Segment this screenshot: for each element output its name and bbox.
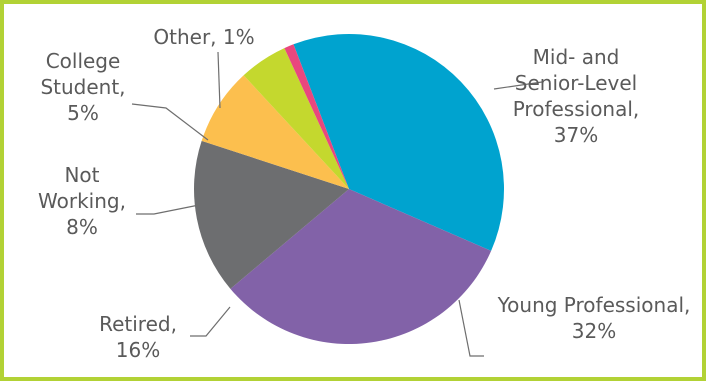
slice-label-retired: Retired, 16%: [99, 312, 177, 362]
slice-label-line: Senior-Level: [515, 71, 637, 95]
slice-label-line: Student,: [40, 75, 125, 99]
pie-slice-retired: [193, 140, 349, 289]
pie-slice-young-pro: [230, 189, 492, 345]
slice-label-line: 8%: [66, 215, 98, 239]
slice-label-not-working: Not Working, 8%: [38, 163, 126, 239]
slice-label-line: Professional,: [513, 97, 640, 121]
slice-label-line: 37%: [554, 123, 598, 147]
slice-label-line: College: [46, 49, 121, 73]
slice-label-line: Young Professional,: [497, 293, 691, 317]
pie-slice-college-student: [243, 48, 349, 189]
slice-label-line: Other, 1%: [153, 25, 254, 49]
slice-label-line: Working,: [38, 189, 126, 213]
pie-chart: Mid- and Senior-Level Professional, 37% Youn…: [38, 25, 691, 362]
leader-line-not-working: [136, 204, 200, 215]
leader-line-young-pro: [458, 299, 484, 357]
leader-line-mid-senior: [493, 81, 543, 90]
slice-label-other: Other, 1%: [153, 25, 254, 49]
slice-label-line: 5%: [67, 101, 99, 125]
slice-label-college-student: College Student, 5%: [40, 49, 125, 125]
leader-line-retired: [190, 306, 231, 337]
leader-line-other: [217, 51, 221, 109]
pie-slice-other: [284, 44, 349, 189]
slice-label-mid-senior: Mid- and Senior-Level Professional, 37%: [513, 45, 640, 147]
leader-line-college-student: [131, 103, 209, 141]
slice-label-line: Mid- and: [533, 45, 620, 69]
slice-label-line: Retired,: [99, 312, 177, 336]
slice-label-line: 16%: [116, 338, 160, 362]
pie-slice-not-working: [201, 75, 349, 189]
slice-label-line: Not: [64, 163, 99, 187]
slice-label-line: 32%: [572, 319, 616, 343]
slice-label-young-pro: Young Professional, 32%: [497, 293, 691, 343]
pie-slice-mid-senior: [293, 34, 505, 251]
